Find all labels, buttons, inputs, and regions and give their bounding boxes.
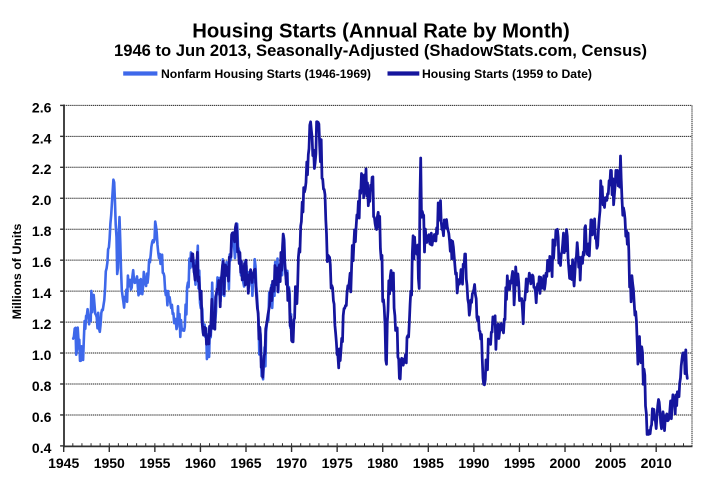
svg-text:1990: 1990 [458,455,489,471]
svg-text:1965: 1965 [230,455,261,471]
svg-text:0.6: 0.6 [32,409,52,425]
svg-text:1980: 1980 [367,455,398,471]
svg-text:1975: 1975 [322,455,353,471]
svg-text:Nonfarm Housing Starts (1946-1: Nonfarm Housing Starts (1946-1969) [161,67,371,81]
svg-text:1.8: 1.8 [32,223,52,239]
svg-text:2005: 2005 [595,455,626,471]
svg-text:1945: 1945 [48,455,79,471]
svg-text:1.2: 1.2 [32,316,52,332]
svg-text:1995: 1995 [504,455,535,471]
svg-text:Housing Starts (Annual Rate by: Housing Starts (Annual Rate by Month) [192,21,569,43]
svg-text:1955: 1955 [139,455,170,471]
svg-text:1.6: 1.6 [32,254,52,270]
svg-text:1985: 1985 [413,455,444,471]
svg-text:1970: 1970 [276,455,307,471]
svg-text:1950: 1950 [94,455,125,471]
svg-text:1.4: 1.4 [32,285,52,301]
svg-text:1946 to Jun 2013, Seasonally-A: 1946 to Jun 2013, Seasonally-Adjusted (S… [114,41,647,60]
svg-text:0.4: 0.4 [32,440,52,456]
svg-text:2000: 2000 [549,455,580,471]
svg-text:Housing Starts (1959 to Date): Housing Starts (1959 to Date) [422,67,592,81]
svg-text:0.8: 0.8 [32,378,52,394]
svg-text:2010: 2010 [641,455,672,471]
svg-text:Millions of Units: Millions of Units [10,224,24,320]
svg-text:1.0: 1.0 [32,347,52,363]
svg-text:2.6: 2.6 [32,99,52,115]
svg-text:2.4: 2.4 [32,130,52,146]
svg-text:2.0: 2.0 [32,192,52,208]
svg-text:1960: 1960 [185,455,216,471]
svg-text:2.2: 2.2 [32,161,52,177]
